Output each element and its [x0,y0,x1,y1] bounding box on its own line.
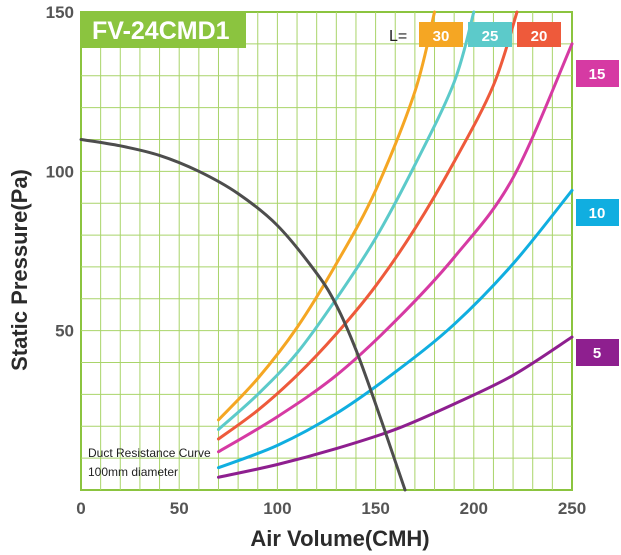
series-line-duct-resistance-curve [79,137,407,492]
badge-30: 30 [419,22,463,47]
badge-20: 20 [517,22,561,47]
x-tick-label: 0 [76,499,85,518]
x-axis-title: Air Volume(CMH) [250,526,429,551]
series-label: 5 [593,345,601,362]
badge-10: 10 [576,199,619,226]
series-label: 20 [531,28,548,45]
series-line-10 [216,188,574,470]
duct-annotation: Duct Resistance Curve 100mm diameter [88,446,211,479]
series-line-30 [216,10,437,422]
x-tick-label: 250 [558,499,586,518]
title-badge: FV-24CMD1 [81,12,246,48]
grid [81,12,572,490]
y-tick-label: 100 [46,162,74,181]
x-tick-labels: 0 50 100 150 200 250 [76,499,586,518]
y-tick-label: 150 [46,3,74,22]
x-tick-label: 200 [460,499,488,518]
series-line-20 [216,10,519,441]
x-tick-label: 150 [361,499,389,518]
badge-25: 25 [468,22,512,47]
series-line-25 [216,10,476,431]
series-label: 10 [589,205,606,222]
y-tick-labels: 50 100 150 [46,3,74,341]
annotation-line-2: 100mm diameter [88,465,178,479]
series-lines [79,10,574,492]
series-line-15 [216,42,574,454]
series-label: 30 [433,28,450,45]
x-tick-label: 100 [263,499,291,518]
y-axis-title: Static Pressure(Pa) [7,169,32,371]
badge-5: 5 [576,339,619,366]
y-tick-label: 50 [55,322,74,341]
x-tick-label: 50 [170,499,189,518]
annotation-line-1: Duct Resistance Curve [88,446,211,460]
series-label: 25 [482,28,499,45]
series-line-5 [216,335,574,479]
series-badges: 30 25 20 15 10 5 [419,22,619,366]
legend-prefix: L= [389,28,407,45]
badge-15: 15 [576,60,619,87]
series-label: 15 [589,66,606,83]
chart-title: FV-24CMD1 [92,17,230,45]
